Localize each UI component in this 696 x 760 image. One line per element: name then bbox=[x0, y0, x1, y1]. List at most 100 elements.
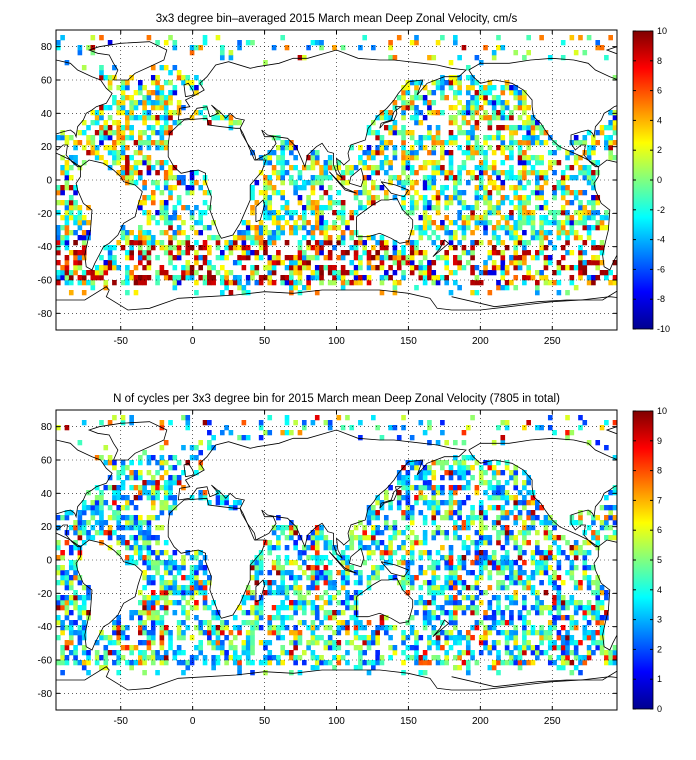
bin-cell bbox=[366, 575, 372, 581]
bin-cell bbox=[332, 270, 337, 276]
bin-cell bbox=[586, 585, 592, 591]
bin-cell bbox=[293, 580, 298, 586]
bin-cell bbox=[340, 175, 346, 181]
bin-cell bbox=[453, 35, 458, 41]
bin-cell bbox=[418, 230, 424, 236]
bin-cell bbox=[142, 105, 147, 111]
bin-cell bbox=[586, 155, 592, 161]
bin-cell bbox=[99, 265, 104, 271]
bin-cell bbox=[608, 650, 613, 656]
bin-cell bbox=[103, 125, 109, 131]
bin-cell bbox=[591, 240, 596, 246]
bin-cell bbox=[591, 260, 596, 266]
x-tick-label: 0 bbox=[190, 336, 196, 347]
bin-cell bbox=[461, 200, 467, 206]
bin-cell bbox=[159, 240, 165, 246]
bin-cell bbox=[176, 215, 182, 221]
bin-cell bbox=[129, 615, 134, 621]
bin-cell bbox=[129, 475, 134, 481]
bin-cell bbox=[258, 255, 264, 261]
bin-cell bbox=[150, 115, 156, 121]
bin-cell bbox=[453, 595, 458, 601]
bin-cell bbox=[181, 660, 186, 666]
bin-cell bbox=[465, 260, 471, 266]
bin-cell bbox=[595, 585, 601, 591]
bin-cell bbox=[125, 115, 130, 121]
bin-cell bbox=[500, 110, 506, 116]
bin-cell bbox=[150, 140, 156, 146]
bin-cell bbox=[513, 175, 519, 181]
bin-cell bbox=[232, 245, 238, 251]
bin-cell bbox=[582, 205, 588, 211]
bin-cell bbox=[478, 280, 484, 286]
bin-cell bbox=[526, 180, 531, 186]
bin-cell bbox=[129, 175, 134, 181]
bin-cell bbox=[599, 245, 605, 251]
bin-cell bbox=[573, 655, 579, 661]
x-tick-label: 250 bbox=[544, 716, 561, 727]
bin-cell bbox=[64, 615, 70, 621]
bin-cell bbox=[491, 595, 497, 601]
bin-cell bbox=[150, 580, 156, 586]
bin-cell bbox=[474, 185, 480, 191]
bin-cell bbox=[435, 440, 441, 446]
bin-cell bbox=[345, 555, 350, 561]
bin-cell bbox=[189, 565, 195, 571]
bin-cell bbox=[604, 660, 609, 666]
bin-cell bbox=[474, 120, 480, 126]
bin-cell bbox=[418, 265, 424, 271]
bin-cell bbox=[103, 655, 109, 661]
bin-cell bbox=[319, 170, 324, 176]
bin-cell bbox=[215, 35, 221, 41]
bin-cell bbox=[435, 525, 441, 531]
bin-cell bbox=[517, 260, 523, 266]
bin-cell bbox=[470, 95, 475, 101]
bin-cell bbox=[125, 275, 130, 281]
bin-cell bbox=[522, 140, 527, 146]
bin-cell bbox=[64, 205, 70, 211]
bin-cell bbox=[509, 170, 514, 176]
bin-cell bbox=[526, 510, 531, 516]
bin-cell bbox=[599, 225, 605, 231]
bin-cell bbox=[112, 140, 117, 146]
bin-cell bbox=[172, 465, 178, 471]
bin-cell bbox=[267, 240, 273, 246]
bin-cell bbox=[194, 75, 199, 81]
bin-cell bbox=[465, 485, 471, 491]
bin-cell bbox=[582, 150, 588, 156]
x-tick-label: -50 bbox=[114, 716, 129, 727]
bin-cell bbox=[250, 265, 255, 271]
bin-cell bbox=[517, 180, 523, 186]
bin-cell bbox=[150, 640, 156, 646]
bin-cell bbox=[461, 160, 467, 166]
bin-cell bbox=[366, 535, 372, 541]
bin-cell bbox=[133, 495, 139, 501]
bin-cell bbox=[465, 205, 471, 211]
bin-cell bbox=[409, 105, 415, 111]
bin-cell bbox=[168, 125, 173, 131]
bin-cell bbox=[293, 525, 298, 531]
bin-cell bbox=[181, 585, 186, 591]
bin-cell bbox=[422, 475, 428, 481]
bin-cell bbox=[448, 200, 454, 206]
bin-cell bbox=[522, 550, 527, 556]
bin-cell bbox=[556, 535, 562, 541]
bin-cell bbox=[125, 525, 130, 531]
bin-cell bbox=[168, 115, 173, 121]
bin-cell bbox=[612, 455, 617, 461]
bin-cell bbox=[491, 270, 497, 276]
bin-cell bbox=[159, 580, 165, 586]
bin-cell bbox=[340, 240, 346, 246]
bin-cell bbox=[487, 200, 493, 206]
bin-cell bbox=[496, 600, 501, 606]
bin-cell bbox=[125, 175, 130, 181]
bin-cell bbox=[491, 525, 497, 531]
bin-cell bbox=[56, 525, 61, 531]
coastline bbox=[56, 439, 113, 548]
bin-cell bbox=[552, 430, 557, 436]
bin-cell bbox=[440, 530, 445, 536]
bin-cell bbox=[310, 580, 316, 586]
bin-cell bbox=[496, 490, 501, 496]
bin-cell bbox=[414, 190, 419, 196]
bin-cell bbox=[150, 575, 156, 581]
